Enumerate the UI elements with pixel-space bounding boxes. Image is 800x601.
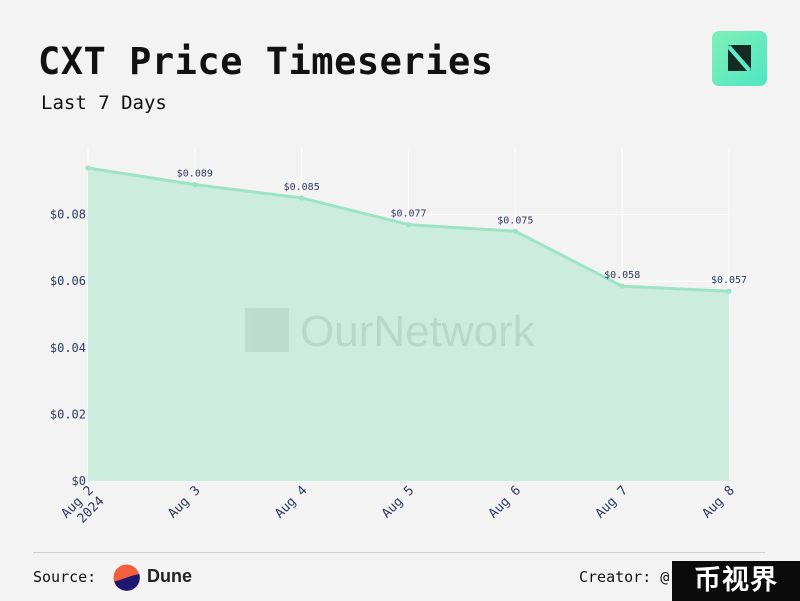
x-tick-label-line: Aug 4	[272, 483, 310, 521]
stamp-watermark: 币视界	[672, 561, 800, 601]
data-label: $0.057	[711, 275, 747, 286]
data-label: $0.077	[390, 209, 426, 220]
x-tick-label: Aug 4	[272, 483, 310, 521]
watermark-logo-icon	[245, 308, 289, 352]
data-point	[512, 228, 518, 234]
chart-title: CXT Price Timeseries	[38, 40, 494, 83]
ournetwork-logo-icon	[727, 45, 752, 71]
x-tick-label: Aug 6	[486, 483, 524, 521]
data-point	[726, 288, 732, 294]
x-tick-label-line: Aug 6	[486, 483, 524, 521]
x-tick-label-line: Aug 3	[165, 483, 203, 521]
watermark: OurNetwork	[245, 307, 536, 356]
x-tick-label: Aug 8	[700, 483, 738, 521]
data-point	[619, 283, 625, 289]
x-tick-label: Aug 3	[165, 483, 203, 521]
footer-divider	[33, 552, 765, 553]
y-tick-label: $0	[72, 474, 86, 488]
data-point	[85, 165, 91, 171]
y-tick-label: $0.08	[50, 208, 86, 222]
watermark-text: OurNetwork	[300, 307, 536, 356]
y-tick-label: $0.04	[50, 341, 86, 355]
chart-subtitle: Last 7 Days	[41, 92, 167, 114]
data-point	[405, 221, 412, 228]
creator-label: Creator: @	[579, 568, 670, 586]
data-label: $0.089	[177, 169, 213, 180]
y-tick-label: $0.02	[50, 407, 86, 421]
x-tick-label-line: Aug 7	[593, 483, 631, 521]
data-label: $0.085	[284, 182, 320, 193]
x-tick-label: Aug 7	[593, 483, 631, 521]
data-label: $0.075	[497, 215, 533, 226]
y-tick-label: $0.06	[50, 274, 86, 288]
dune-name: Dune	[147, 566, 192, 586]
data-point	[192, 182, 198, 188]
x-tick-label-line: Aug 8	[700, 483, 738, 521]
area-fill	[88, 167, 729, 482]
ournetwork-logo	[712, 31, 767, 86]
data-point	[299, 195, 305, 201]
price-area-chart: OurNetwork $0.089 $0.085 $0.077 $0.075 $0.058…	[50, 148, 747, 527]
x-tick-label-line: Aug 5	[379, 483, 417, 521]
dune-logo-icon	[113, 564, 140, 591]
source-label: Source:	[33, 568, 97, 586]
x-tick-label: Aug 5	[379, 483, 417, 521]
data-label: $0.058	[604, 270, 640, 281]
